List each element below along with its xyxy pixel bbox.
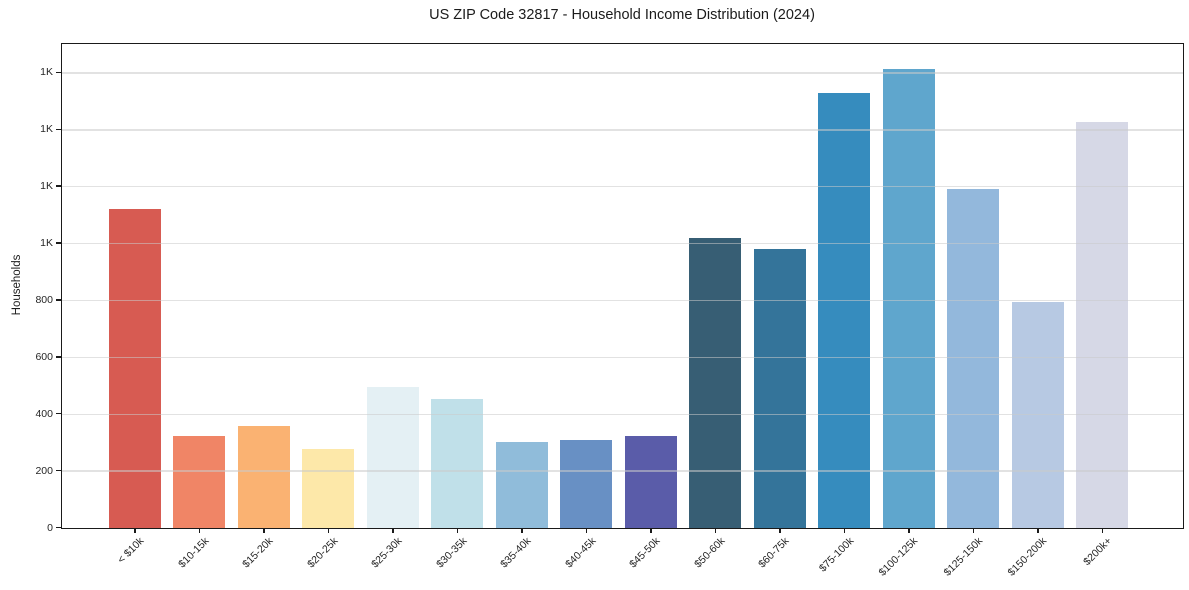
x-tick-label: $60-75k [756, 535, 792, 571]
y-tick-label: 1K [40, 237, 53, 250]
y-tick-mark [56, 299, 61, 301]
x-tick-label: $25-30k [369, 535, 405, 571]
x-tick-mark [972, 528, 975, 533]
gridline [61, 299, 1183, 302]
x-tick-mark [650, 528, 652, 533]
y-tick-label: 200 [35, 464, 53, 477]
x-tick-label: $10-15k [175, 535, 211, 571]
bar [495, 441, 548, 528]
gridline [61, 72, 1183, 74]
x-tick-label: $100-125k [876, 535, 921, 579]
gridline [61, 185, 1183, 188]
y-tick-label: 1K [40, 66, 53, 79]
bar [302, 449, 354, 528]
y-tick-mark [56, 128, 61, 131]
y-tick-label: 600 [35, 350, 53, 363]
x-tick-label: $200k+ [1080, 535, 1114, 569]
y-tick-mark [56, 526, 61, 529]
x-tick-mark [779, 528, 781, 533]
bar [108, 209, 161, 528]
y-tick-mark [56, 242, 61, 244]
x-tick-label: $150-200k [1005, 535, 1050, 579]
gridline [61, 242, 1183, 245]
bar [237, 426, 290, 528]
bar [560, 439, 612, 528]
y-tick-label: 400 [35, 407, 53, 420]
x-tick-mark [585, 528, 588, 533]
x-tick-mark [327, 528, 330, 533]
x-tick-mark [263, 528, 265, 533]
chart-title: US ZIP Code 32817 - Household Income Dis… [429, 7, 815, 23]
y-tick-mark [56, 185, 61, 187]
y-tick-mark [56, 469, 61, 472]
y-tick-mark [56, 71, 61, 74]
x-tick-label: $45-50k [627, 535, 663, 571]
bar [818, 93, 870, 528]
bar [173, 436, 225, 528]
bar [431, 398, 483, 528]
x-tick-mark [1037, 528, 1039, 533]
x-tick-mark [456, 528, 459, 533]
gridline [61, 470, 1183, 472]
x-tick-mark [1101, 528, 1104, 533]
y-tick-mark [56, 356, 61, 358]
y-tick-label: 1K [40, 123, 53, 136]
y-tick-mark [56, 412, 61, 415]
x-tick-label: $15-20k [240, 535, 276, 571]
gridline [61, 413, 1183, 415]
y-tick-label: 800 [35, 293, 53, 306]
x-tick-label: $125-150k [941, 535, 985, 579]
bar [689, 238, 741, 528]
bar [624, 436, 677, 528]
x-tick-mark [134, 528, 136, 533]
bar [947, 188, 999, 528]
x-tick-mark [392, 528, 394, 533]
y-tick-label: 0 [47, 521, 53, 534]
bar [366, 386, 419, 528]
bar [753, 249, 806, 528]
plot-area [60, 42, 1184, 529]
bar [1076, 122, 1128, 528]
x-tick-label: $30-35k [433, 535, 469, 571]
x-tick-label: $20-25k [304, 535, 340, 571]
x-tick-mark [908, 528, 910, 533]
bar [882, 68, 935, 528]
x-tick-mark [198, 528, 201, 533]
bar [1011, 302, 1064, 528]
gridline [61, 356, 1183, 359]
x-tick-label: $75-100k [816, 535, 856, 575]
x-tick-mark [521, 528, 523, 533]
y-tick-label: 1K [40, 180, 53, 193]
x-tick-label: $35-40k [498, 535, 534, 571]
x-tick-mark [843, 528, 846, 533]
gridline [61, 129, 1183, 131]
x-tick-label: < $10k [115, 535, 147, 566]
x-tick-label: $40-45k [562, 535, 598, 571]
x-tick-mark [714, 528, 717, 533]
x-tick-label: $50-60k [691, 535, 727, 571]
